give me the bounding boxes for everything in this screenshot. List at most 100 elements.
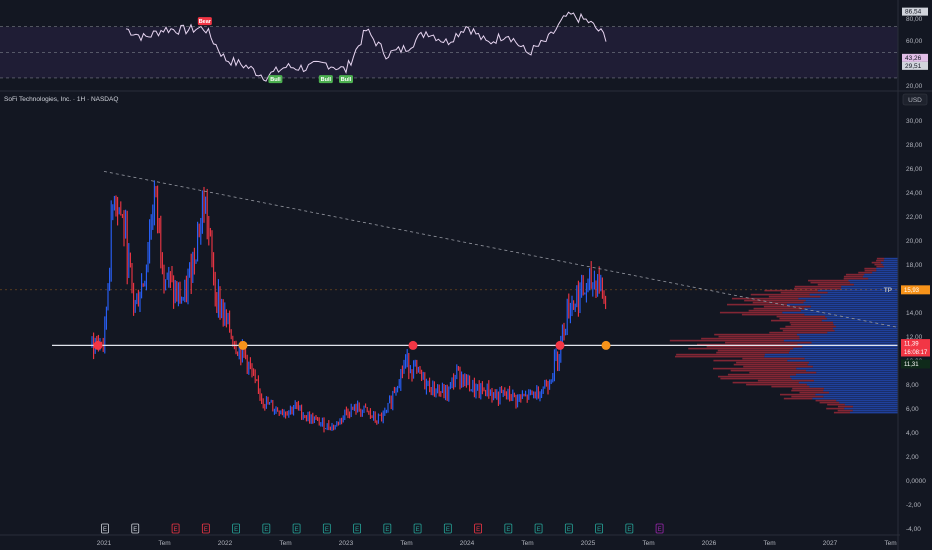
earnings-marker-17[interactable] — [625, 523, 634, 534]
vp-sell-bar — [810, 281, 850, 284]
vp-sell-bar — [791, 389, 824, 392]
earnings-marker-1[interactable] — [131, 523, 140, 534]
vp-sell-bar — [789, 321, 834, 324]
time-tick-6: 2024 — [460, 540, 475, 547]
rsi-value-mid: 43,26 — [905, 55, 922, 62]
earnings-marker-18[interactable] — [655, 523, 664, 534]
earnings-marker-label-9: E — [385, 527, 389, 533]
earnings-marker-15[interactable] — [564, 523, 573, 534]
price-tick-6: 18,00 — [906, 262, 923, 269]
vp-sell-bar — [743, 365, 813, 368]
vp-sell-bar — [717, 375, 790, 378]
vp-sell-bar — [717, 349, 790, 352]
price-tick-15: 0,0000 — [906, 478, 926, 485]
earnings-marker-14[interactable] — [534, 523, 543, 534]
vp-buy-bar — [796, 333, 898, 336]
vp-buy-bar — [833, 323, 898, 326]
vp-sell-bar — [706, 345, 803, 348]
touch-point-0[interactable] — [93, 340, 103, 350]
vp-sell-bar — [763, 305, 811, 308]
vp-sell-bar — [794, 285, 842, 288]
earnings-marker-label-18: E — [658, 527, 662, 533]
price-tag-0 — [901, 285, 930, 295]
earnings-marker-0[interactable] — [101, 523, 109, 534]
time-tick-11: Tem — [763, 540, 775, 547]
vp-sell-bar — [744, 299, 806, 302]
time-tick-1: Tem — [158, 540, 170, 547]
earnings-marker-10[interactable] — [413, 523, 422, 534]
earnings-marker-7[interactable] — [322, 523, 331, 534]
earnings-marker-label-1: E — [133, 527, 137, 533]
price-tick-12: 6,00 — [906, 406, 919, 413]
vp-sell-bar — [779, 327, 834, 330]
earnings-marker-label-12: E — [476, 527, 480, 533]
price-pane[interactable]: SoFi Technologies, Inc. · 1H · NASDAQ US… — [0, 93, 930, 534]
vp-sell-bar — [741, 313, 805, 316]
vp-sell-bar — [757, 379, 814, 382]
touch-point-1[interactable] — [238, 340, 248, 350]
rsi-tick-1: 60,00 — [906, 38, 923, 45]
vp-buy-bar — [788, 351, 898, 354]
earnings-marker-8[interactable] — [353, 523, 361, 534]
earnings-marker-13[interactable] — [504, 523, 513, 534]
vp-sell-bar — [713, 359, 788, 362]
time-tick-3: Tem — [279, 540, 291, 547]
earnings-marker-label-3: E — [204, 527, 208, 533]
vp-buy-bar — [782, 311, 898, 314]
vp-buy-bar — [796, 367, 898, 370]
chart-title: SoFi Technologies, Inc. · 1H · NASDAQ — [4, 96, 118, 103]
vp-sell-bar — [779, 317, 827, 320]
vp-buy-bar — [812, 365, 898, 368]
vp-buy-bar — [815, 393, 898, 396]
vp-sell-bar — [727, 373, 796, 376]
earnings-marker-11[interactable] — [443, 523, 452, 534]
vp-sell-bar — [827, 403, 845, 406]
time-tick-13: Tem — [884, 540, 896, 547]
rsi-marker-3 — [339, 75, 353, 84]
earnings-marker-12[interactable] — [474, 523, 482, 534]
rsi-value-top: 86,54 — [905, 9, 922, 16]
price-tag-1 — [901, 339, 930, 349]
vp-sell-bar — [714, 333, 797, 336]
vp-sell-bar — [864, 269, 877, 272]
earnings-marker-4[interactable] — [232, 523, 240, 534]
vp-sell-bar — [815, 399, 837, 402]
rsi-tick-0: 80,00 — [906, 16, 923, 23]
earnings-marker-5[interactable] — [262, 523, 271, 534]
touch-point-2[interactable] — [408, 340, 418, 350]
vp-buy-bar — [825, 315, 898, 318]
time-tick-8: 2025 — [581, 540, 596, 547]
vp-sell-bar — [792, 387, 824, 390]
vp-buy-bar — [833, 327, 898, 330]
rsi-marker-1 — [268, 75, 283, 84]
earnings-marker-label-13: E — [506, 527, 510, 533]
vp-buy-bar — [840, 287, 898, 290]
earnings-marker-3[interactable] — [201, 523, 210, 534]
vp-buy-bar — [783, 339, 898, 342]
rsi-value-low: 29,51 — [905, 63, 922, 70]
vp-buy-bar — [816, 371, 898, 374]
vp-sell-bar — [780, 393, 816, 396]
earnings-marker-2[interactable] — [171, 523, 180, 534]
vp-sell-bar — [750, 293, 810, 296]
earnings-marker-label-10: E — [416, 527, 420, 533]
touch-point-4[interactable] — [601, 340, 611, 350]
vp-buy-bar — [799, 335, 898, 338]
vp-sell-bar — [833, 411, 850, 414]
trendline[interactable] — [103, 171, 899, 328]
vp-sell-bar — [701, 337, 800, 340]
earnings-marker-label-15: E — [567, 527, 571, 533]
currency-box[interactable] — [902, 93, 928, 106]
earnings-marker-16[interactable] — [595, 523, 603, 534]
earnings-marker-9[interactable] — [383, 523, 392, 534]
vp-buy-bar — [791, 377, 898, 380]
earnings-marker-6[interactable] — [292, 523, 301, 534]
touch-point-3[interactable] — [555, 340, 565, 350]
vp-sell-bar — [676, 353, 765, 356]
vp-buy-bar — [805, 299, 898, 302]
vp-buy-bar — [880, 261, 898, 264]
vp-buy-bar — [836, 399, 898, 402]
